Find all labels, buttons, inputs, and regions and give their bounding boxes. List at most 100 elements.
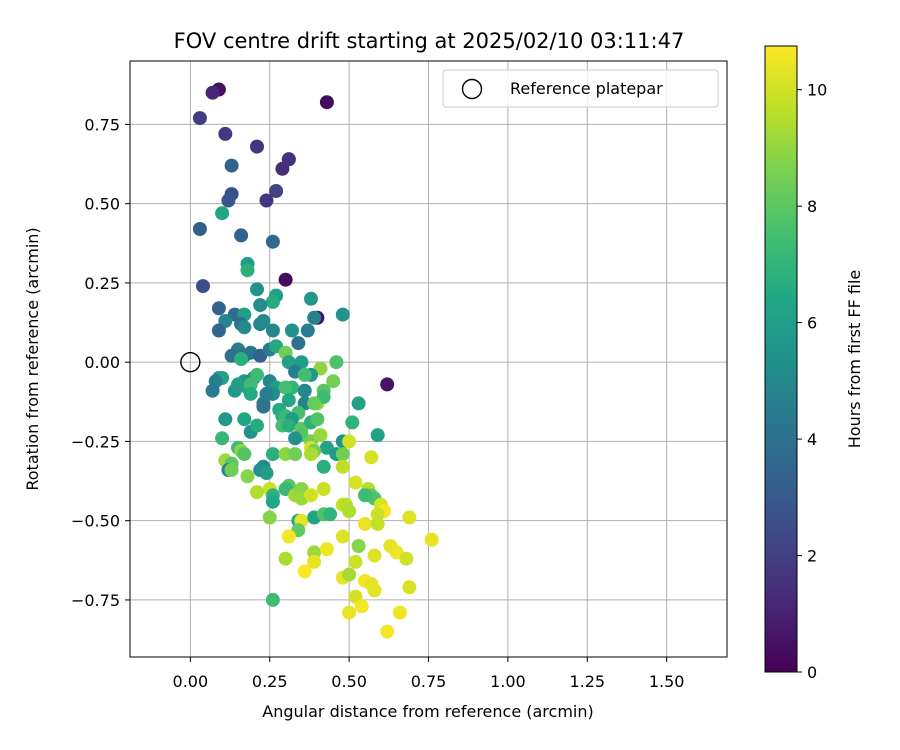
data-point [316,459,331,474]
data-point [259,386,274,401]
data-point [345,415,360,430]
data-point [240,469,255,484]
data-point [234,352,249,366]
x-tick-label: 1.50 [649,672,685,691]
data-point [218,126,233,141]
y-tick-label: 0.50 [84,195,120,214]
data-point [227,383,242,398]
data-point [224,463,239,477]
legend-entry-reference: Reference platepar [510,79,663,98]
data-point [313,428,328,443]
data-point [278,272,293,287]
data-point [253,298,268,313]
data-point [319,95,334,110]
data-point [399,551,414,566]
data-point [307,396,322,411]
data-point [342,434,357,449]
data-point [370,516,385,531]
data-point [285,323,299,338]
colorbar-frame [764,45,798,673]
data-point [304,488,318,503]
data-point [297,383,312,398]
data-point [367,548,382,563]
data-point [224,158,239,173]
legend: Reference platepar [442,69,719,108]
x-tick-label: 0.00 [173,672,209,691]
data-point [342,504,357,519]
x-axis-label: Angular distance from reference (arcmin) [262,702,593,721]
data-point [237,320,252,335]
data-points [192,82,439,639]
data-point [319,542,334,557]
data-point [265,592,280,607]
data-point [259,466,274,481]
data-point [256,399,271,414]
data-point [265,447,280,462]
data-point [354,599,369,614]
data-point [307,310,322,325]
data-point [250,418,264,433]
data-point [278,380,293,395]
colorbar-tick-label: 4 [807,430,817,449]
data-point [211,301,226,316]
reference-marker-layer [180,351,201,373]
reference-platepar-marker [180,351,201,373]
x-tick-label: 0.50 [331,672,367,691]
data-point [237,447,252,462]
data-point [370,428,385,443]
data-point [281,393,296,408]
data-point [215,431,230,446]
x-tick-label: 0.25 [252,672,288,691]
chart-title: FOV centre drift starting at 2025/02/10 … [174,29,685,53]
data-point [259,193,274,208]
colorbar-gradient [765,46,797,672]
data-point [221,193,236,208]
data-point [348,554,363,569]
data-point [234,228,249,243]
colorbar-tick-label: 10 [807,81,827,100]
data-point [250,485,264,500]
data-point [316,482,331,496]
legend-box [442,69,719,108]
data-point [265,294,280,309]
data-point [265,323,280,338]
data-point [205,85,220,100]
data-point [192,222,207,236]
x-tick-label: 1.00 [490,672,526,691]
data-point [297,367,312,382]
data-point [370,507,385,522]
y-tick-label: 0.00 [84,353,120,372]
data-point [304,291,318,306]
data-point [237,412,252,427]
data-point [196,279,210,294]
data-point [351,396,366,411]
data-point [380,624,395,639]
data-point [326,374,341,389]
y-tick-label: −0.75 [71,591,120,610]
data-point [323,507,338,522]
data-point [367,583,382,598]
y-tick-label: −0.50 [71,512,120,531]
data-point [402,510,417,525]
y-tick-label: 0.75 [84,115,120,134]
data-point [335,529,350,544]
data-point [218,412,233,427]
data-point [342,605,357,620]
data-point [211,323,226,338]
grid-lines [130,61,727,657]
colorbar-tick-label: 0 [807,663,817,682]
data-point [304,447,318,462]
data-point [342,567,357,582]
data-point [307,554,322,569]
colorbar-label: Hours from first FF file [845,270,864,449]
y-axis-ticks: −0.75 −0.50 −0.25 0.00 0.25 0.50 0.75 [71,115,130,610]
data-point [297,564,312,579]
data-point [256,314,271,328]
data-point [291,336,306,351]
data-point [275,161,290,176]
data-point [288,447,303,462]
colorbar: 0 2 4 6 8 10 Hours from first FF file [764,45,864,682]
colorbar-tick-label: 6 [807,314,817,333]
data-point [358,488,372,503]
